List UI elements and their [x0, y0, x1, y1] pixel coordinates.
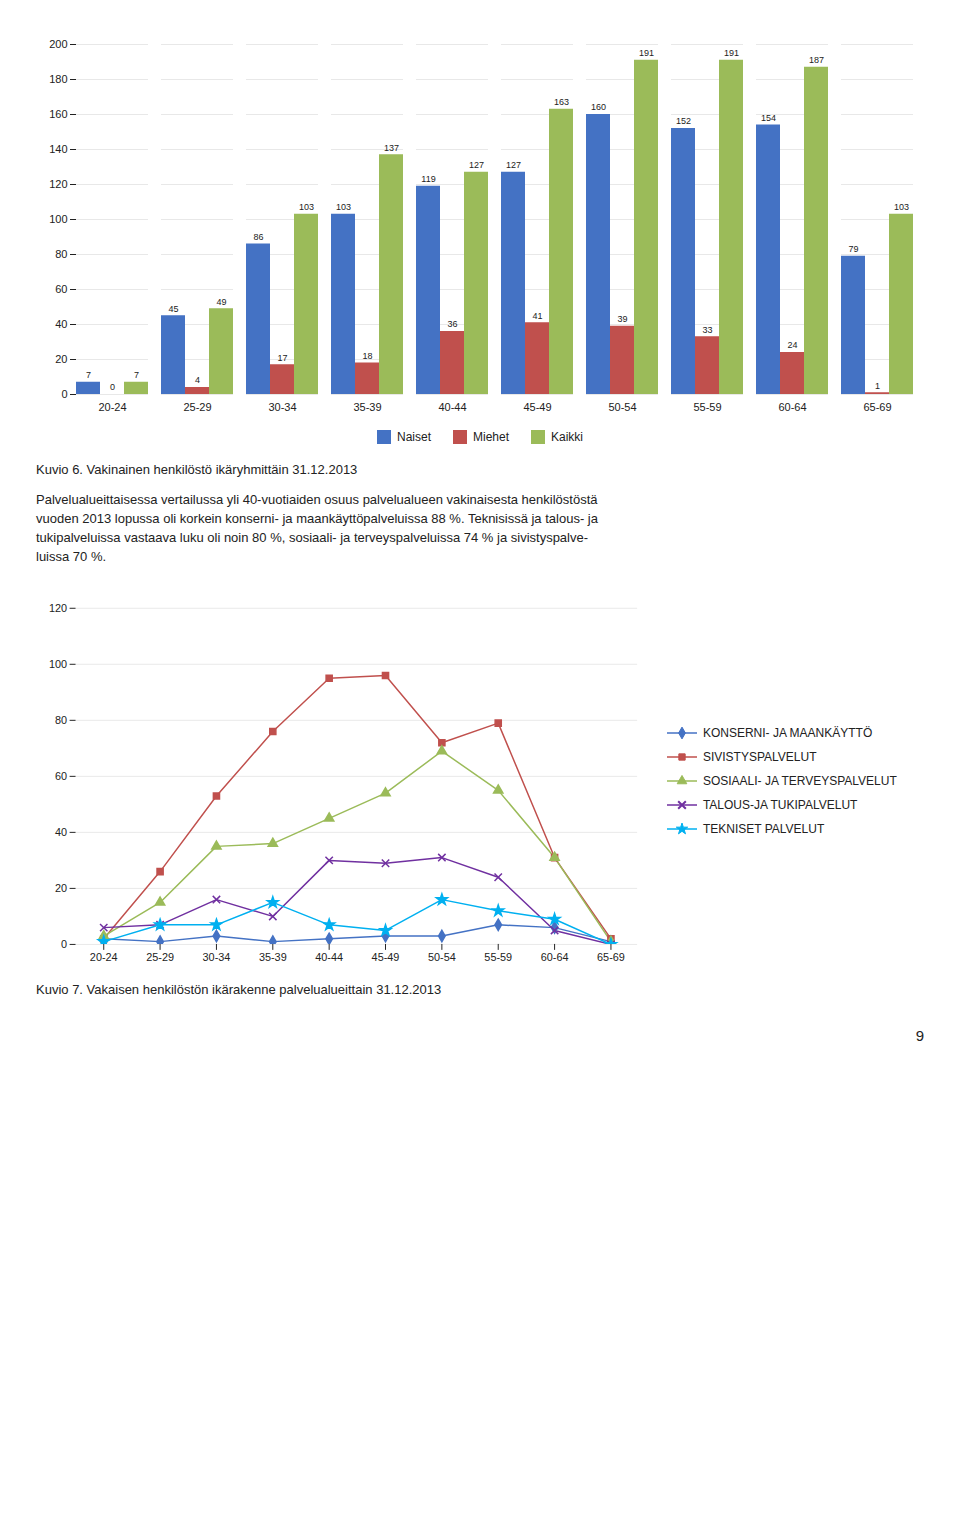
svg-text:35-39: 35-39: [259, 951, 287, 963]
svg-text:154: 154: [761, 113, 776, 123]
svg-text:30-34: 30-34: [203, 951, 231, 963]
svg-text:20: 20: [55, 882, 67, 894]
svg-text:140: 140: [49, 143, 67, 155]
svg-text:45-49: 45-49: [372, 951, 400, 963]
svg-text:33: 33: [702, 325, 712, 335]
svg-text:191: 191: [639, 48, 654, 58]
html-text:Miehet: Miehet: [473, 430, 509, 444]
svg-text:39: 39: [617, 314, 627, 324]
html-text:Palvelualueittaisessa vertailu: Palvelualueittaisessa vertailussa yli 40…: [36, 492, 598, 507]
svg-text:163: 163: [554, 97, 569, 107]
svg-text:25-29: 25-29: [146, 951, 174, 963]
svg-text:60: 60: [55, 770, 67, 782]
svg-text:50-54: 50-54: [428, 951, 456, 963]
svg-text:0: 0: [61, 938, 67, 950]
svg-text:100: 100: [49, 213, 67, 225]
svg-text:191: 191: [724, 48, 739, 58]
svg-text:41: 41: [532, 311, 542, 321]
svg-text:120: 120: [49, 602, 67, 614]
svg-text:180: 180: [49, 73, 67, 85]
svg-text:80: 80: [55, 248, 67, 260]
html-text:SOSIAALI- JA TERVEYSPALVELUT: SOSIAALI- JA TERVEYSPALVELUT: [702, 774, 897, 789]
svg-text:103: 103: [336, 202, 351, 212]
svg-text:40: 40: [55, 826, 67, 838]
svg-text:80: 80: [55, 714, 67, 726]
svg-text:4: 4: [195, 375, 200, 385]
svg-text:160: 160: [49, 108, 67, 120]
svg-text:30-34: 30-34: [268, 401, 296, 413]
html-text:Kuvio 7. Vakaisen henkilöstön: Kuvio 7. Vakaisen henkilöstön ikärakenne…: [36, 982, 442, 997]
svg-text:1: 1: [875, 381, 880, 391]
svg-text:79: 79: [848, 244, 858, 254]
html-text:TEKNISET PALVELUT: TEKNISET PALVELUT: [702, 822, 825, 837]
svg-text:0: 0: [110, 382, 115, 392]
svg-text:49: 49: [216, 297, 226, 307]
svg-text:103: 103: [299, 202, 314, 212]
html-text:9: 9: [915, 1027, 924, 1044]
svg-text:17: 17: [277, 353, 287, 363]
svg-text:45-49: 45-49: [523, 401, 551, 413]
svg-text:35-39: 35-39: [353, 401, 381, 413]
svg-text:45: 45: [168, 304, 178, 314]
svg-text:25-29: 25-29: [183, 401, 211, 413]
svg-text:36: 36: [447, 319, 457, 329]
svg-text:120: 120: [49, 178, 67, 190]
html-text:TALOUS-JA TUKIPALVELUT: TALOUS-JA TUKIPALVELUT: [702, 798, 858, 813]
svg-text:100: 100: [49, 658, 67, 670]
svg-text:20: 20: [55, 353, 67, 365]
html-text:Kaikki: Kaikki: [551, 430, 583, 444]
svg-text:152: 152: [676, 116, 691, 126]
svg-text:137: 137: [384, 143, 399, 153]
svg-text:20-24: 20-24: [98, 401, 126, 413]
html-text:tukipalveluissa vastaava luku: tukipalveluissa vastaava luku oli noin 8…: [36, 529, 588, 545]
svg-text:60: 60: [55, 283, 67, 295]
html-text:Kuvio 6. Vakinainen henkilöstö: Kuvio 6. Vakinainen henkilöstö ikäryhmit…: [36, 462, 358, 477]
html-text:vuoden 2013 lopussa oli korkei: vuoden 2013 lopussa oli korkein konserni…: [36, 510, 598, 526]
svg-text:55-59: 55-59: [484, 951, 512, 963]
svg-text:50-54: 50-54: [608, 401, 636, 413]
svg-text:20-24: 20-24: [90, 951, 118, 963]
svg-text:86: 86: [253, 232, 263, 242]
svg-text:127: 127: [506, 160, 521, 170]
svg-text:119: 119: [421, 174, 435, 184]
svg-text:200: 200: [49, 38, 67, 50]
svg-text:127: 127: [469, 160, 484, 170]
svg-text:40-44: 40-44: [438, 401, 466, 413]
svg-text:187: 187: [809, 55, 824, 65]
html-text:luissa 70 %.: luissa 70 %.: [36, 548, 107, 564]
html-text:SIVISTYSPALVELUT: SIVISTYSPALVELUT: [702, 750, 817, 765]
svg-text:7: 7: [134, 370, 139, 380]
svg-text:60-64: 60-64: [541, 951, 569, 963]
svg-text:40-44: 40-44: [315, 951, 343, 963]
html-text:Naiset: Naiset: [397, 430, 431, 444]
svg-text:103: 103: [894, 202, 909, 212]
svg-text:55-59: 55-59: [693, 401, 721, 413]
svg-text:7: 7: [86, 370, 91, 380]
svg-text:65-69: 65-69: [597, 951, 625, 963]
svg-text:60-64: 60-64: [778, 401, 806, 413]
html-text:KONSERNI- JA MAANKÄYTTÖ: KONSERNI- JA MAANKÄYTTÖ: [702, 726, 873, 741]
svg-text:18: 18: [362, 351, 372, 361]
svg-text:160: 160: [591, 102, 606, 112]
svg-text:0: 0: [61, 388, 67, 400]
svg-text:40: 40: [55, 318, 67, 330]
svg-text:24: 24: [787, 340, 797, 350]
svg-text:65-69: 65-69: [863, 401, 891, 413]
